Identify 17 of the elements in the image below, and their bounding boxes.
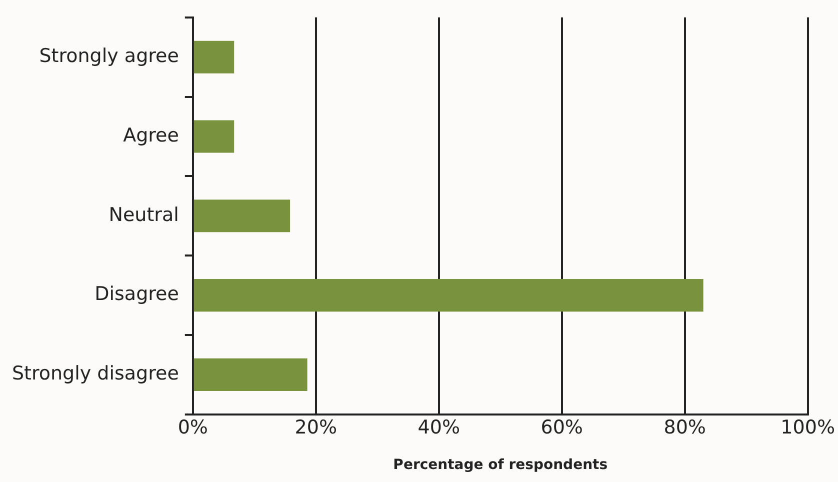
y-tick-label: Strongly disagree (12, 362, 179, 385)
x-axis-title: Percentage of respondents (393, 457, 608, 474)
y-tick-label: Disagree (94, 283, 179, 306)
bar (194, 40, 234, 74)
x-tick-label: 60% (540, 416, 583, 439)
x-tick-label: 80% (664, 416, 706, 439)
bar (194, 358, 308, 391)
y-tick-label: Agree (123, 124, 179, 146)
y-tick-label: Strongly agree (39, 45, 179, 68)
x-tick-label: 0% (178, 416, 208, 439)
y-tick-label: Neutral (108, 204, 179, 226)
bar (194, 279, 704, 312)
bar (194, 200, 290, 232)
x-tick-label: 40% (418, 416, 460, 439)
x-tick-label: 20% (294, 416, 338, 439)
bar (194, 120, 234, 153)
x-tick-label: 100% (780, 416, 836, 439)
